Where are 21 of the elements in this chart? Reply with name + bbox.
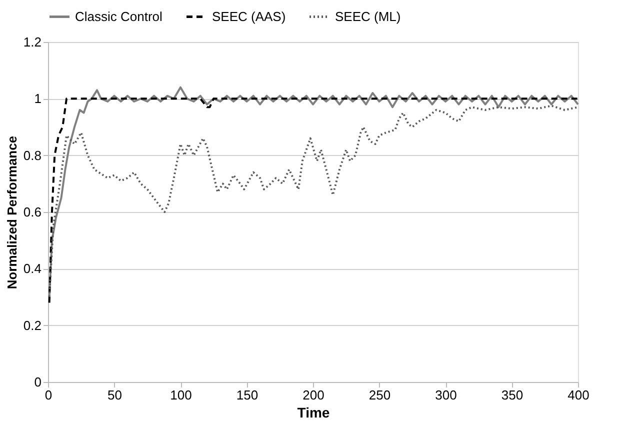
x-axis-title: Time — [297, 404, 330, 420]
y-tick-label: 0 — [34, 374, 42, 390]
y-tick-label: 1 — [34, 91, 42, 106]
x-tick-label: 50 — [108, 388, 122, 402]
y-tick-label: 0.8 — [23, 148, 42, 163]
x-tick-label: 300 — [435, 388, 457, 402]
x-tick-label: 0 — [44, 388, 52, 402]
legend-label: SEEC (ML) — [335, 8, 401, 24]
x-tick-label: 150 — [236, 388, 258, 402]
legend-label: Classic Control — [75, 8, 163, 24]
y-tick-label: 0.6 — [23, 204, 42, 220]
y-tick-label: 0.2 — [23, 318, 42, 333]
y-tick-label: 0.4 — [23, 261, 42, 276]
x-tick-label: 350 — [501, 388, 524, 402]
y-tick-label: 1.2 — [23, 34, 42, 50]
x-tick-label: 100 — [170, 388, 192, 402]
x-tick-label: 250 — [368, 388, 391, 402]
legend-label: SEEC (AAS) — [212, 8, 286, 24]
y-axis-title: Normalized Performance — [4, 136, 20, 290]
x-tick-label: 400 — [568, 388, 590, 402]
x-tick-label: 200 — [302, 388, 324, 402]
